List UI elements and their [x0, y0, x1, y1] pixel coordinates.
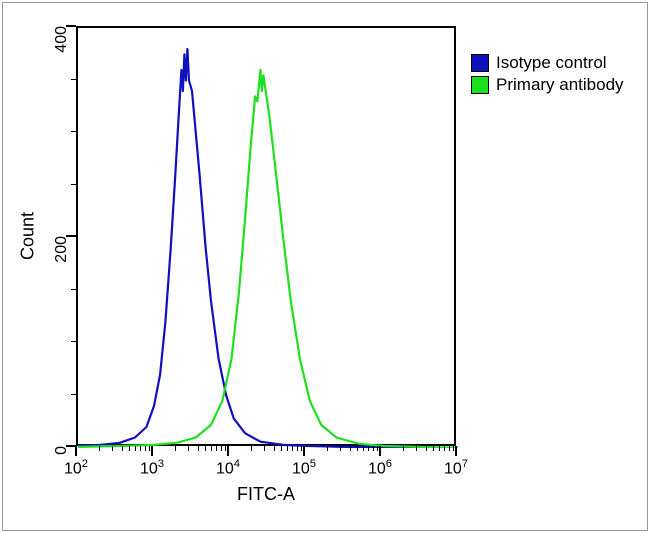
x-minor-tick [439, 446, 440, 451]
y-tick-label: 400 [53, 26, 71, 53]
legend-label: Isotype control [496, 53, 607, 73]
plot-area [76, 26, 456, 446]
x-minor-tick [327, 446, 328, 451]
x-minor-tick [453, 446, 454, 451]
x-minor-tick [211, 446, 212, 451]
x-minor-tick [122, 446, 123, 451]
x-minor-tick [140, 446, 141, 451]
x-tick-label: 104 [216, 458, 240, 478]
x-minor-tick [292, 446, 293, 451]
x-minor-tick [274, 446, 275, 451]
legend-swatch [471, 54, 489, 72]
x-minor-tick [373, 446, 374, 451]
x-minor-tick [433, 446, 434, 451]
x-tick-label: 102 [64, 458, 88, 478]
x-minor-tick [426, 446, 427, 451]
x-minor-tick [129, 446, 130, 451]
x-minor-tick [357, 446, 358, 451]
legend-swatch [471, 76, 489, 94]
x-tick [455, 446, 457, 456]
x-tick-label: 103 [140, 458, 164, 478]
x-minor-tick [368, 446, 369, 451]
x-axis-label: FITC-A [237, 484, 295, 505]
x-tick [379, 446, 381, 456]
x-minor-tick [175, 446, 176, 451]
x-minor-tick [297, 446, 298, 451]
x-minor-tick [444, 446, 445, 451]
legend-label: Primary antibody [496, 75, 624, 95]
x-minor-tick [403, 446, 404, 451]
x-minor-tick [264, 446, 265, 451]
legend: Isotype controlPrimary antibody [471, 53, 624, 97]
series-1 [78, 70, 458, 448]
x-minor-tick [301, 446, 302, 451]
chart-frame: 102103104105106107 0200400 Count FITC-A … [2, 2, 648, 531]
legend-item: Isotype control [471, 53, 624, 73]
y-minor-tick [71, 394, 76, 395]
x-minor-tick [216, 446, 217, 451]
x-tick [151, 446, 153, 456]
series-0 [78, 49, 458, 448]
y-minor-tick [71, 341, 76, 342]
x-tick-label: 107 [444, 458, 468, 478]
legend-item: Primary antibody [471, 75, 624, 95]
histogram-curves [78, 28, 458, 448]
y-minor-tick [71, 289, 76, 290]
x-minor-tick [149, 446, 150, 451]
x-minor-tick [416, 446, 417, 451]
x-minor-tick [251, 446, 252, 451]
x-minor-tick [377, 446, 378, 451]
x-tick-label: 106 [368, 458, 392, 478]
x-minor-tick [350, 446, 351, 451]
x-minor-tick [221, 446, 222, 451]
x-minor-tick [188, 446, 189, 451]
x-minor-tick [112, 446, 113, 451]
x-minor-tick [225, 446, 226, 451]
x-minor-tick [449, 446, 450, 451]
y-axis-label: Count [18, 212, 39, 260]
x-tick-label: 105 [292, 458, 316, 478]
x-minor-tick [99, 446, 100, 451]
x-tick [303, 446, 305, 456]
x-minor-tick [145, 446, 146, 451]
x-minor-tick [198, 446, 199, 451]
y-minor-tick [71, 131, 76, 132]
x-minor-tick [281, 446, 282, 451]
y-minor-tick [71, 184, 76, 185]
x-minor-tick [287, 446, 288, 451]
x-minor-tick [363, 446, 364, 451]
x-minor-tick [205, 446, 206, 451]
x-tick [227, 446, 229, 456]
x-minor-tick [135, 446, 136, 451]
y-minor-tick [71, 79, 76, 80]
x-minor-tick [340, 446, 341, 451]
y-tick-label: 0 [53, 446, 71, 455]
x-tick [75, 446, 77, 456]
y-tick-label: 200 [53, 236, 71, 263]
